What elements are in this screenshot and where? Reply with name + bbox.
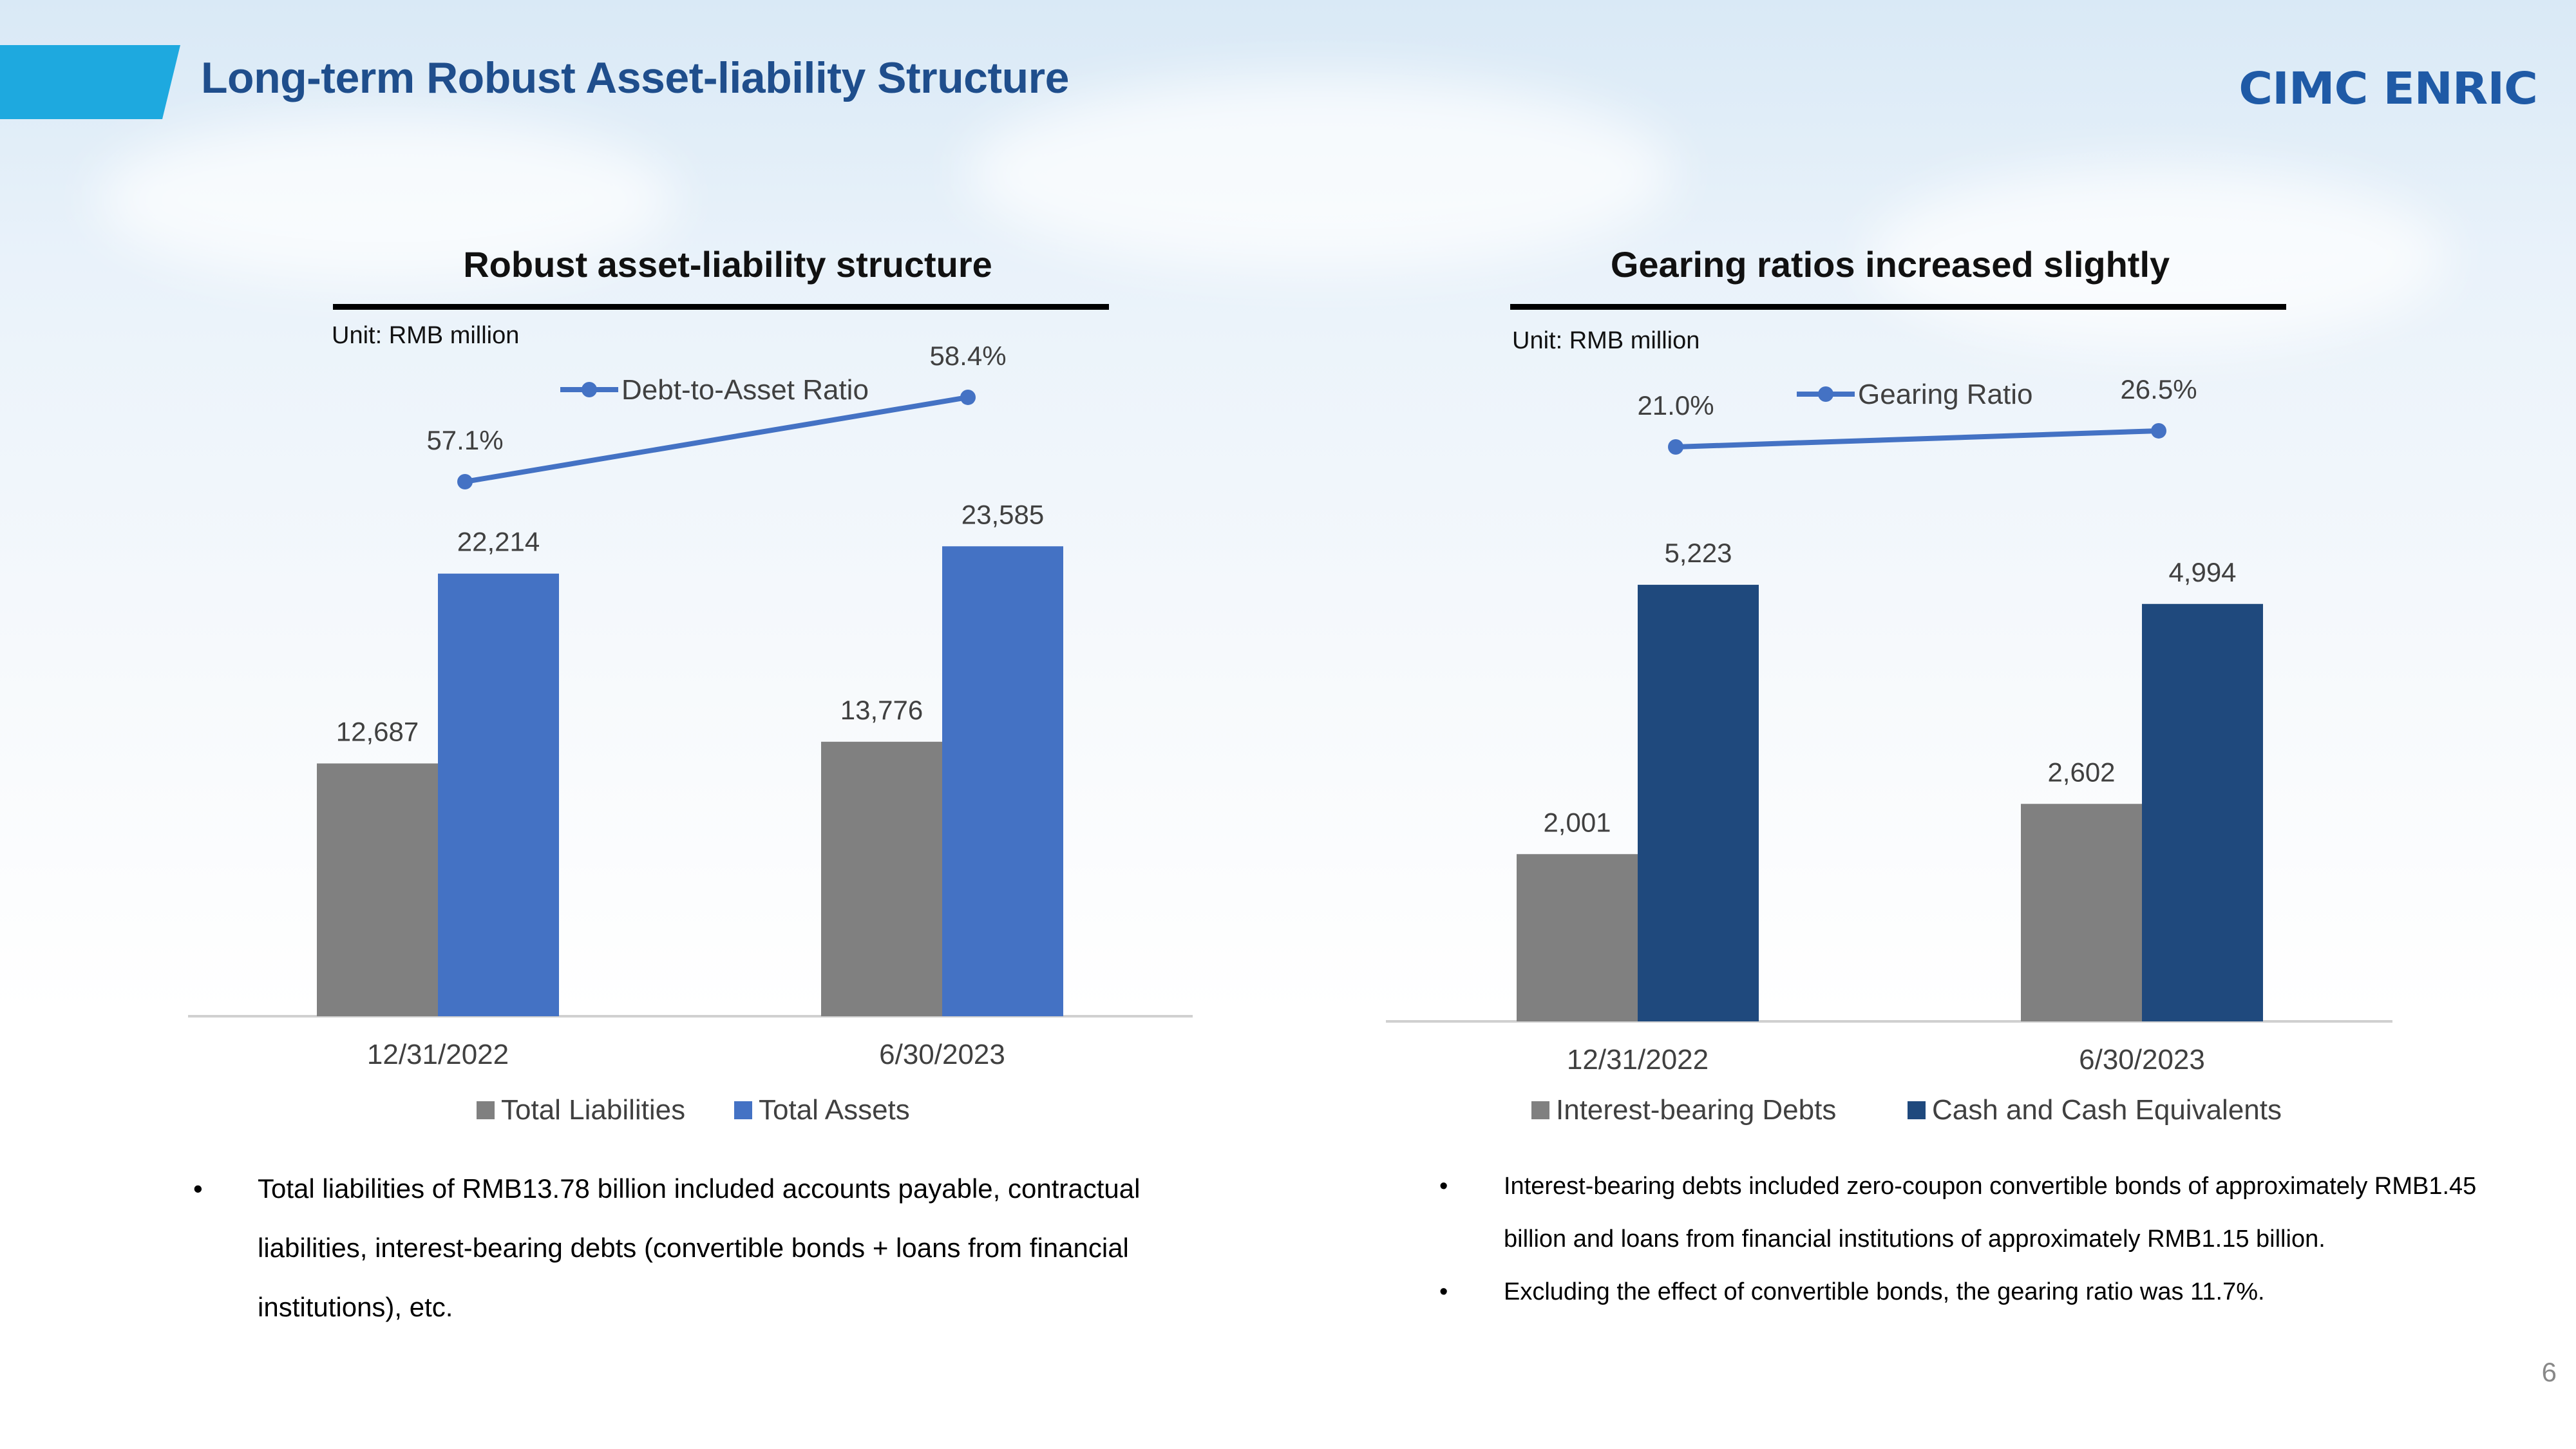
right-panel-title: Gearing ratios increased slightly	[1610, 244, 2170, 285]
legend-swatch	[1908, 1101, 1926, 1119]
category-label: 6/30/2023	[2079, 1044, 2205, 1075]
left-panel-rule	[333, 304, 1109, 310]
legend-label: Interest-bearing Debts	[1556, 1094, 1836, 1126]
slide-title: Long-term Robust Asset-liability Structu…	[201, 53, 1069, 102]
bar-interest-bearing-debts	[2021, 804, 2142, 1021]
bar-total-assets	[438, 573, 559, 1016]
ratio-data-label: 21.0%	[1637, 390, 1714, 421]
bar-total-assets	[942, 546, 1063, 1016]
bullet-dot: •	[193, 1173, 203, 1204]
bullet-item: • Excluding the effect of convertible bon…	[1439, 1265, 2496, 1318]
left-panel-title: Robust asset-liability structure	[463, 244, 992, 285]
ratio-line	[464, 395, 969, 484]
bar-total-liabilities	[821, 741, 942, 1016]
left-bullet-list: • Total liabilities of RMB13.78 billion i…	[193, 1159, 1159, 1337]
bar-data-label: 2,602	[2047, 757, 2115, 787]
bar-total-liabilities	[317, 763, 438, 1016]
background-cloud	[97, 116, 676, 283]
legend-line-marker	[1818, 386, 1833, 402]
ratio-point	[1668, 439, 1683, 455]
ratio-data-label: 58.4%	[929, 341, 1006, 371]
header-accent-shape	[0, 45, 180, 119]
bullet-item: • Interest-bearing debts included zero-co…	[1439, 1160, 2496, 1265]
company-logo: CIMC ENRIC	[2239, 62, 2538, 114]
page-number: 6	[2541, 1357, 2557, 1387]
category-label: 12/31/2022	[367, 1039, 509, 1070]
legend-swatch	[1531, 1101, 1549, 1119]
bullet-dot: •	[1439, 1173, 1448, 1200]
background-cloud	[966, 77, 1674, 270]
legend-label: Gearing Ratio	[1858, 379, 2032, 410]
bar-data-label: 22,214	[457, 527, 540, 557]
background-cloud	[1868, 167, 2447, 348]
legend-swatch	[477, 1101, 495, 1119]
bar-data-label: 23,585	[961, 499, 1044, 529]
bar-data-label: 2,001	[1543, 807, 1611, 837]
bullet-text: Interest-bearing debts included zero-cou…	[1504, 1173, 2477, 1253]
ratio-point	[960, 389, 976, 405]
right-bullet-list: • Interest-bearing debts included zero-co…	[1439, 1160, 2496, 1318]
ratio-point	[457, 474, 473, 489]
legend-label: Total Assets	[759, 1094, 910, 1126]
ratio-data-label: 26.5%	[2120, 374, 2197, 404]
left-unit-label: Unit: RMB million	[332, 322, 520, 349]
bullet-text: Excluding the effect of convertible bond…	[1504, 1278, 2265, 1305]
right-unit-label: Unit: RMB million	[1512, 327, 1700, 354]
category-label: 12/31/2022	[1567, 1044, 1709, 1075]
ratio-data-label: 57.1%	[426, 425, 503, 455]
bullet-dot: •	[1439, 1278, 1448, 1305]
legend-label: Total Liabilities	[501, 1094, 685, 1126]
legend-swatch	[734, 1101, 752, 1119]
ratio-point	[2151, 422, 2166, 439]
bar-data-label: 4,994	[2168, 557, 2236, 587]
bar-data-label: 5,223	[1664, 538, 1732, 568]
bullet-text: Total liabilities of RMB13.78 billion in…	[258, 1173, 1141, 1322]
legend-label: Debt-to-Asset Ratio	[621, 374, 869, 406]
bullet-item: • Total liabilities of RMB13.78 billion i…	[193, 1159, 1159, 1337]
bar-cash-and-cash-equivalents	[1638, 585, 1759, 1021]
legend-label: Cash and Cash Equivalents	[1932, 1094, 2282, 1126]
legend-line-marker	[582, 382, 597, 397]
bar-data-label: 13,776	[840, 695, 923, 725]
bar-cash-and-cash-equivalents	[2142, 603, 2263, 1021]
bar-interest-bearing-debts	[1517, 854, 1638, 1021]
ratio-line	[1675, 428, 2159, 450]
bar-data-label: 12,687	[336, 716, 419, 746]
category-label: 6/30/2023	[879, 1039, 1005, 1070]
right-panel-rule	[1510, 304, 2286, 310]
